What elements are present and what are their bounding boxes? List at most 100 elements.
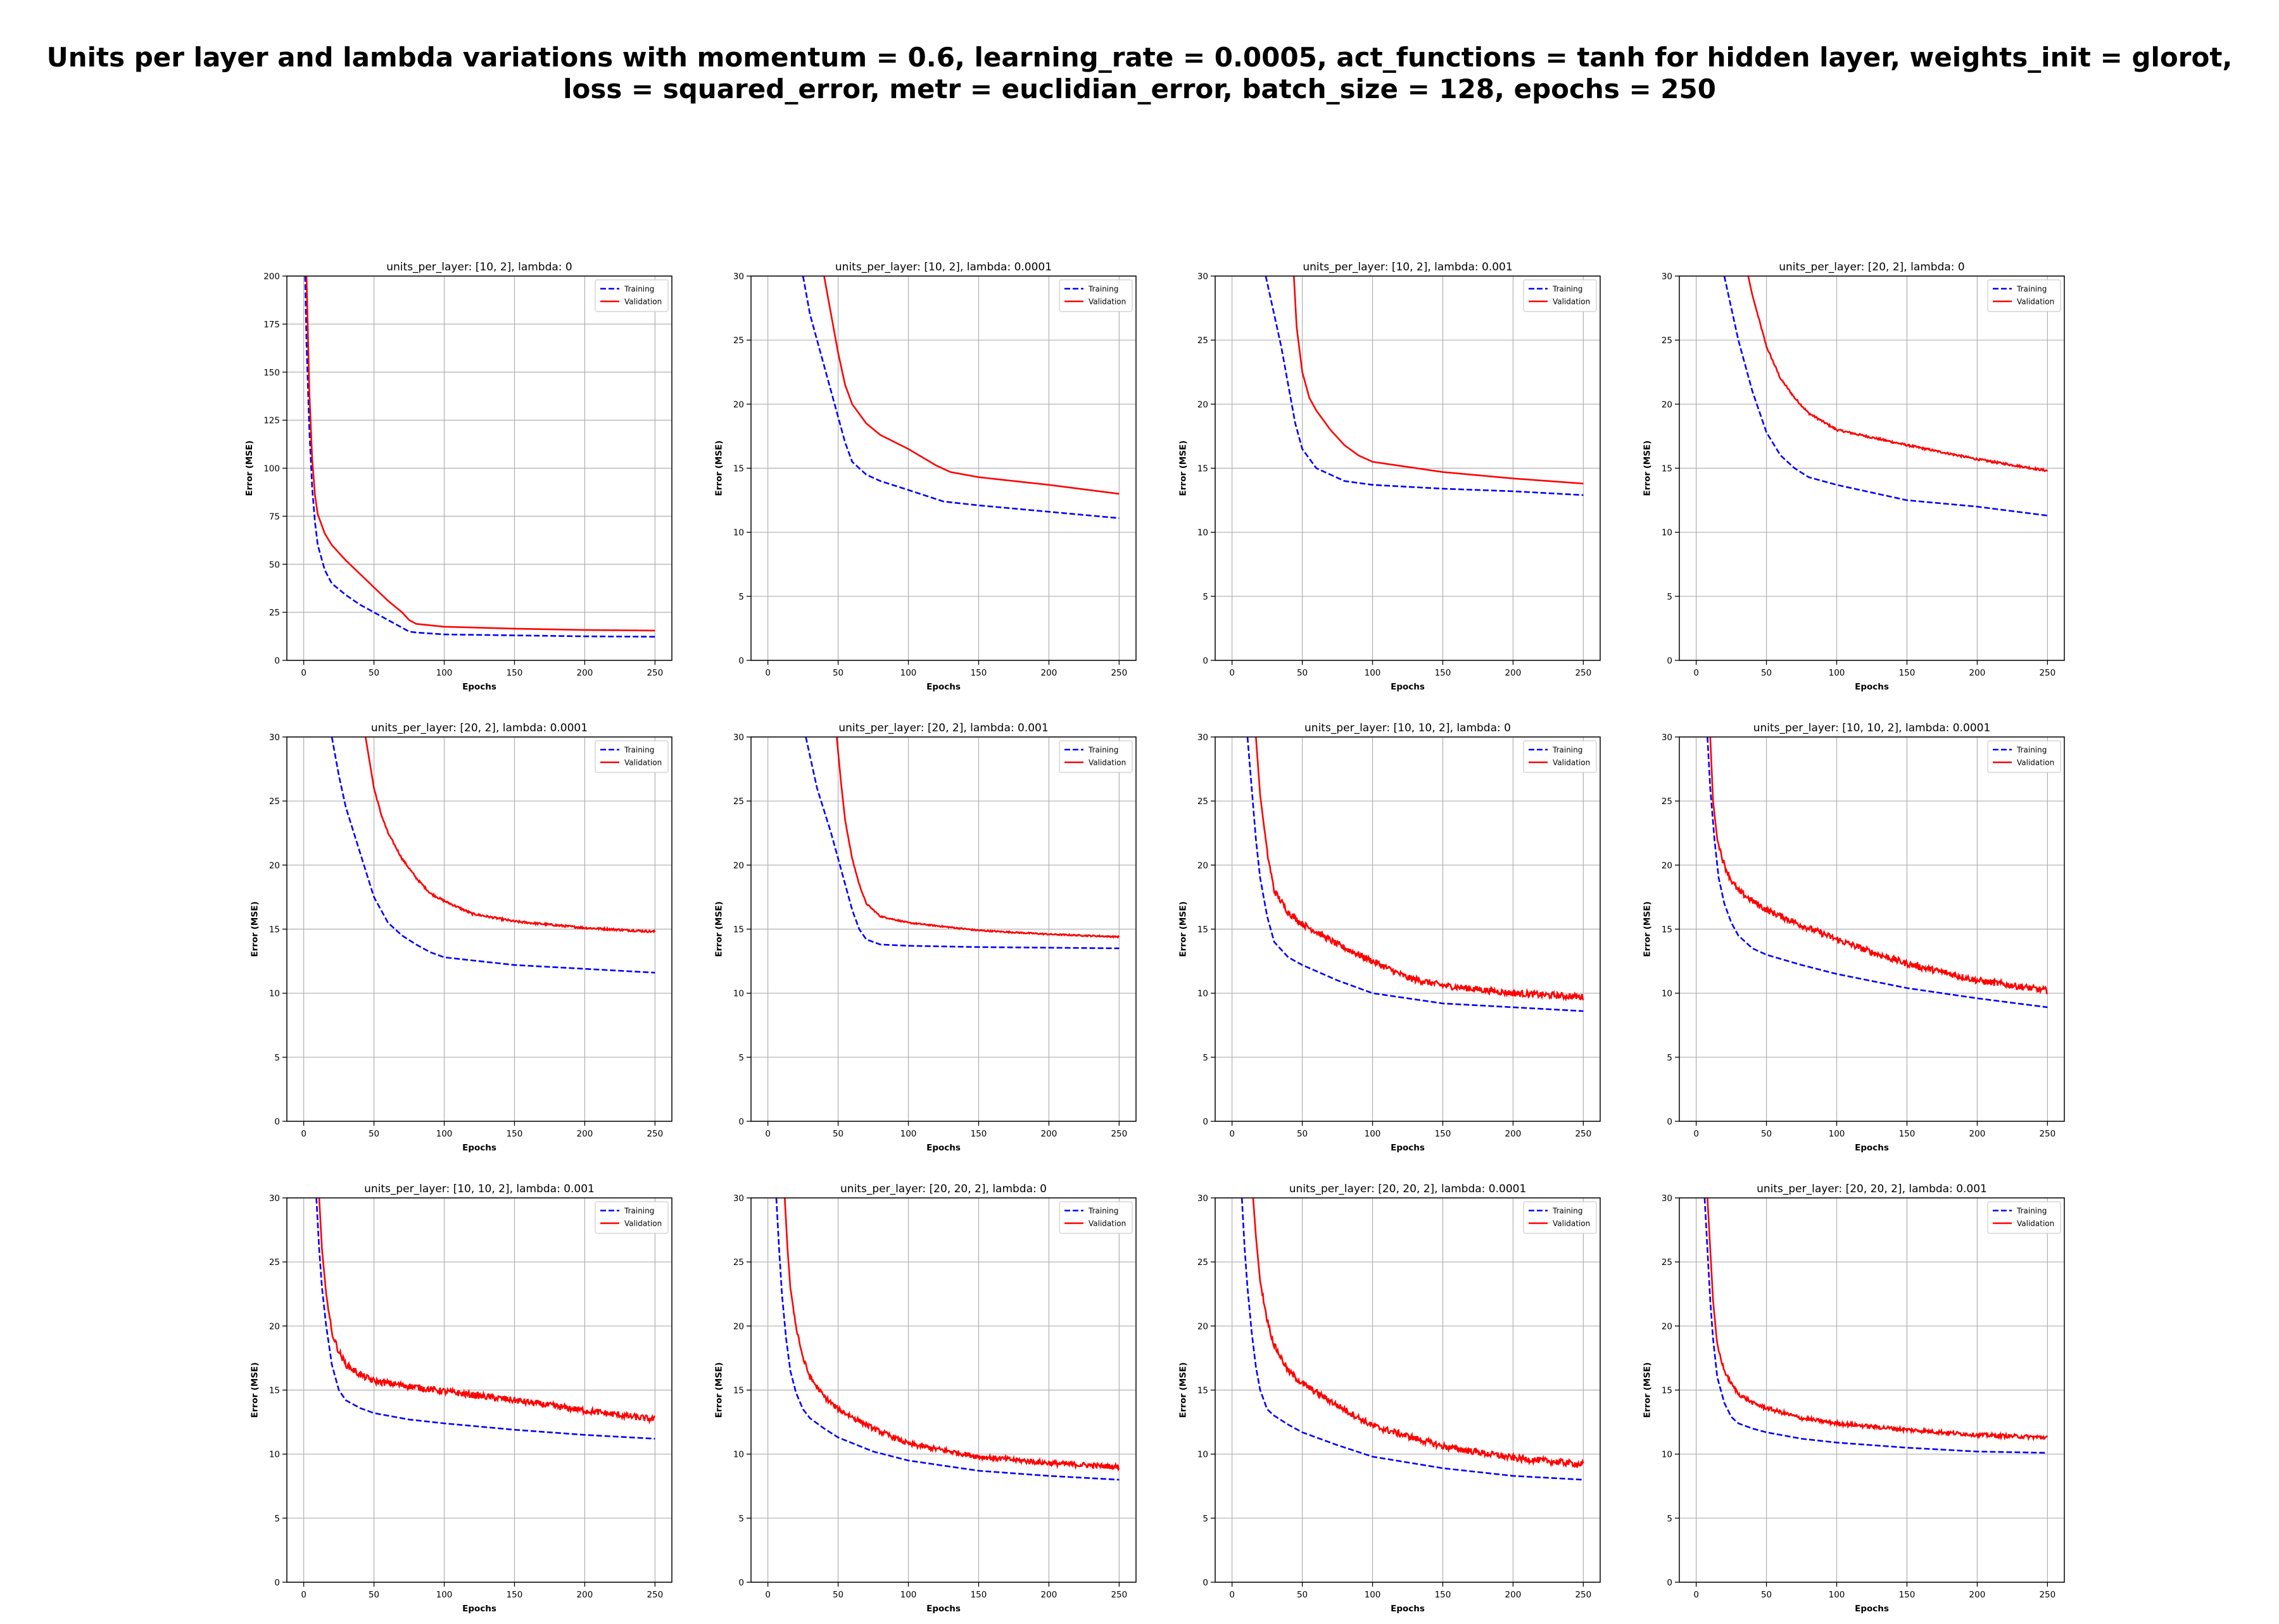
legend-label-validation: Validation (1089, 298, 1126, 306)
x-tick-label: 150 (971, 1590, 987, 1600)
subplot-title: units_per_layer: [20, 20, 2], lambda: 0.… (1757, 1183, 1987, 1195)
x-tick-label: 100 (900, 668, 917, 678)
y-axis-label: Error (MSE) (1643, 441, 1653, 496)
y-tick-label: 10 (1197, 528, 1208, 538)
legend-label-validation: Validation (1553, 758, 1590, 767)
x-tick-label: 200 (1041, 1590, 1057, 1600)
subplot-11: 0 50 100 150 200 250 0 5 10 15 20 25 30 units_per_lay… (1178, 1183, 1601, 1614)
y-tick-label: 5 (1203, 592, 1208, 602)
x-tick-label: 250 (1111, 668, 1127, 678)
y-tick-label: 0 (274, 1578, 280, 1588)
x-tick-label: 0 (1693, 1590, 1699, 1600)
x-tick-label: 0 (765, 668, 771, 678)
x-tick-label: 0 (1229, 1129, 1235, 1139)
y-tick-label: 20 (733, 1321, 744, 1331)
legend: Training Validation (1523, 740, 1597, 773)
x-tick-label: 100 (1365, 1590, 1381, 1600)
y-tick-label: 20 (1197, 400, 1208, 410)
y-tick-label: 0 (1203, 656, 1208, 666)
y-tick-label: 15 (269, 925, 280, 935)
legend-label-training: Training (2016, 1207, 2047, 1216)
x-tick-label: 50 (833, 1590, 843, 1600)
subplot-title: units_per_layer: [10, 2], lambda: 0.001 (1303, 261, 1512, 274)
y-tick-label: 30 (269, 733, 280, 743)
x-tick-label: 200 (1969, 668, 1986, 678)
x-tick-label: 50 (1297, 1129, 1308, 1139)
x-tick-label: 50 (1761, 1590, 1772, 1600)
y-tick-label: 25 (733, 796, 744, 807)
y-tick-label: 150 (263, 368, 280, 378)
y-axis-label: Error (MSE) (1178, 902, 1189, 957)
x-axis-label: Epochs (1855, 1143, 1889, 1153)
y-tick-label: 15 (1197, 1386, 1208, 1396)
x-tick-label: 100 (900, 1590, 917, 1600)
series-training-line (805, 737, 1120, 950)
subplot-2: 0 50 100 150 200 250 0 5 10 15 20 25 30 units_per_lay… (714, 261, 1137, 692)
y-tick-label: 30 (1197, 733, 1208, 743)
x-axis-label: Epochs (462, 682, 496, 692)
x-tick-label: 200 (1969, 1129, 1986, 1139)
y-tick-label: 0 (738, 1578, 744, 1588)
y-tick-label: 30 (1197, 1193, 1208, 1204)
series-validation-line (783, 1198, 1120, 1472)
y-tick-label: 25 (269, 1257, 280, 1268)
x-tick-label: 250 (2039, 668, 2055, 678)
series-validation-line (1292, 276, 1584, 485)
y-tick-label: 10 (1662, 989, 1672, 999)
x-tick-label: 250 (647, 1590, 663, 1600)
x-tick-label: 100 (1365, 668, 1381, 678)
y-axis-label: Error (MSE) (1643, 1363, 1653, 1418)
legend-label-training: Training (2016, 746, 2047, 755)
x-tick-label: 50 (1297, 1590, 1308, 1600)
y-tick-label: 0 (1203, 1117, 1208, 1127)
figure-title-line-1: Units per layer and lambda variations wi… (46, 42, 2233, 73)
y-axis-label: Error (MSE) (714, 441, 724, 496)
legend: Training Validation (1987, 1201, 2061, 1234)
y-tick-label: 15 (733, 925, 744, 935)
legend: Training Validation (1987, 279, 2061, 312)
y-tick-label: 20 (733, 400, 744, 410)
legend-label-validation: Validation (1553, 1219, 1590, 1228)
x-tick-label: 250 (2039, 1590, 2055, 1600)
y-tick-label: 200 (263, 272, 280, 282)
y-tick-label: 30 (1662, 272, 1672, 282)
series-training-line (304, 276, 655, 638)
y-tick-label: 20 (269, 860, 280, 871)
y-tick-label: 0 (738, 1117, 744, 1127)
legend: Training Validation (1523, 1201, 1597, 1234)
legend-label-training: Training (1088, 1207, 1118, 1216)
legend-label-training: Training (1552, 285, 1582, 294)
series-validation-line (364, 737, 656, 934)
series-validation-line (1255, 737, 1584, 1002)
y-tick-label: 15 (1662, 925, 1672, 935)
series-training-line (1265, 276, 1584, 496)
subplot-6: 0 50 100 150 200 250 0 5 10 15 20 25 30 units_per_lay… (714, 722, 1137, 1153)
y-tick-label: 30 (733, 733, 744, 743)
subplot-7: 0 50 100 150 200 250 0 5 10 15 20 25 30 units_per_lay… (1178, 722, 1601, 1153)
legend-label-training: Training (1088, 746, 1118, 755)
x-tick-label: 200 (1505, 1129, 1522, 1139)
y-axis-label: Error (MSE) (250, 902, 260, 957)
y-tick-label: 125 (263, 416, 280, 426)
x-tick-label: 200 (1505, 668, 1522, 678)
legend-label-validation: Validation (624, 1219, 662, 1228)
legend: Training Validation (595, 1201, 669, 1234)
x-tick-label: 250 (1575, 1129, 1591, 1139)
x-tick-label: 250 (1111, 1129, 1127, 1139)
x-tick-label: 250 (647, 1129, 663, 1139)
y-tick-label: 0 (1667, 1578, 1672, 1588)
legend-label-validation: Validation (2017, 1219, 2054, 1228)
y-tick-label: 10 (269, 1450, 280, 1460)
legend: Training Validation (595, 279, 669, 312)
legend-label-training: Training (1552, 1207, 1582, 1216)
y-tick-label: 5 (1667, 1053, 1672, 1063)
subplot-9: 0 50 100 150 200 250 0 5 10 15 20 25 30 units_per_lay… (250, 1183, 672, 1614)
y-axis-label: Error (MSE) (1178, 1363, 1189, 1418)
y-tick-label: 15 (1662, 1386, 1672, 1396)
x-tick-label: 50 (369, 1590, 379, 1600)
subplot-3: 0 50 100 150 200 250 0 5 10 15 20 25 30 units_per_lay… (1178, 261, 1601, 692)
x-tick-label: 200 (1969, 1590, 1986, 1600)
y-tick-label: 100 (263, 464, 280, 474)
figure-title: Units per layer and lambda variations wi… (0, 42, 2279, 105)
x-tick-label: 50 (833, 1129, 843, 1139)
